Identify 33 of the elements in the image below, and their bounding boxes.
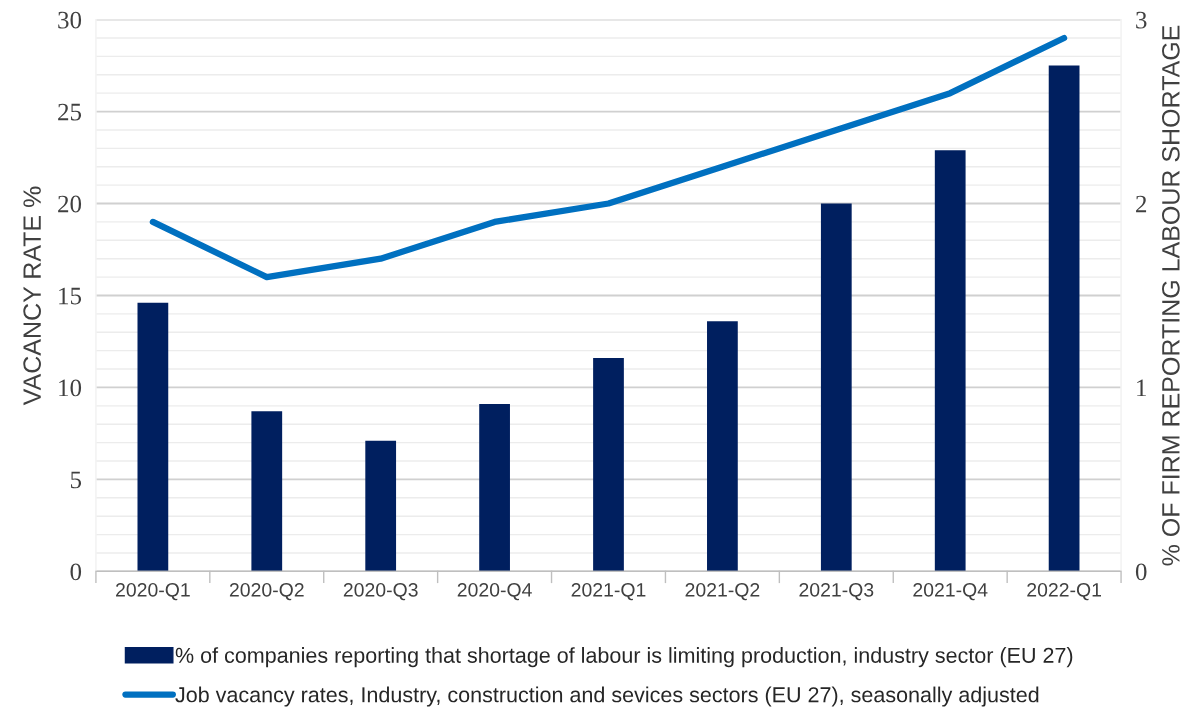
y-tick-label: 0: [70, 563, 82, 581]
bar: [137, 302, 169, 572]
y2-tick-label: 0: [1135, 563, 1147, 581]
bar: [820, 203, 852, 572]
x-tick-label: 2020-Q4: [457, 582, 532, 601]
y-tick-label: 25: [58, 103, 82, 121]
y-axis-title: VACANCY RATE %: [23, 186, 41, 406]
y2-axis-title: % OF FIRM REPORTING LABOUR SHORTAGE: [1162, 25, 1180, 566]
y2-tick-label: 2: [1136, 195, 1147, 213]
bar: [593, 358, 624, 572]
y-tick-label: 10: [59, 379, 82, 397]
x-tick-label: 2020-Q2: [229, 582, 304, 601]
bar: [707, 321, 738, 572]
bar: [934, 150, 966, 572]
bar: [365, 440, 397, 572]
x-tick-label: 2021-Q1: [571, 582, 646, 601]
y-tick-label: 15: [59, 287, 82, 305]
x-tick-label: 2021-Q2: [685, 582, 760, 601]
y2-tick-label: 1: [1137, 379, 1146, 397]
x-tick-label: 2021-Q3: [799, 582, 874, 601]
y-tick-label: 30: [58, 11, 82, 29]
legend-label: Job vacancy rates, Industry, construction and sevices sectors (EU 27), seasonally adjusted: [175, 686, 1039, 707]
x-tick-label: 2020-Q3: [343, 582, 418, 601]
bar: [479, 403, 510, 572]
x-tick-label: 2020-Q1: [116, 582, 190, 601]
y2-tick-label: 3: [1136, 11, 1147, 29]
bar: [1048, 65, 1080, 572]
legend-label: % of companies reporting that shortage of labour is limiting production, industry sector (EU 27): [175, 647, 1073, 668]
x-tick-label: 2022-Q1: [1027, 582, 1101, 601]
x-tick-label: 2021-Q4: [913, 582, 988, 601]
y-tick-label: 5: [70, 471, 82, 489]
bar: [251, 411, 283, 572]
y-tick-label: 20: [58, 195, 82, 213]
